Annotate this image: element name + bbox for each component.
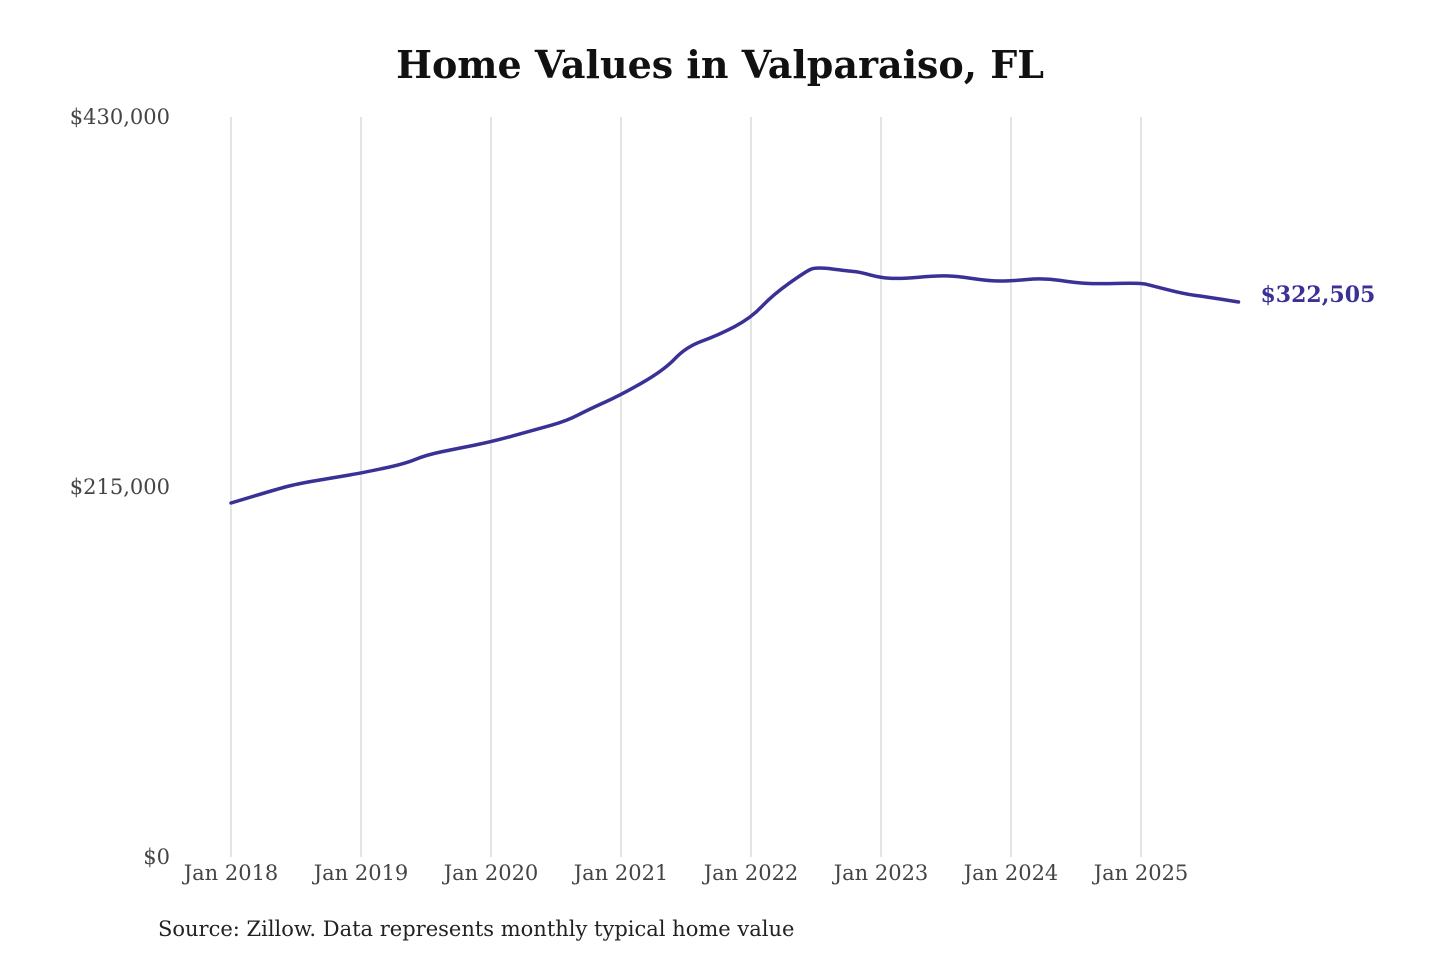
y-tick-label: $215,000 (70, 475, 170, 499)
series-line (229, 266, 1241, 505)
x-tick-label: Jan 2021 (572, 861, 669, 885)
source-note: Source: Zillow. Data represents monthly … (158, 917, 795, 941)
x-tick-label: Jan 2020 (442, 861, 539, 885)
x-tick-label: Jan 2024 (962, 861, 1059, 885)
end-value-label: $322,505 (1261, 282, 1376, 308)
x-tick-label: Jan 2022 (702, 861, 799, 885)
y-tick-label: $0 (143, 845, 170, 869)
chart-title: Home Values in Valparaiso, FL (396, 42, 1044, 87)
x-tick-label: Jan 2019 (312, 861, 409, 885)
x-tick-label: Jan 2023 (832, 861, 929, 885)
x-tick-label: Jan 2018 (182, 861, 279, 885)
x-tick-label: Jan 2025 (1092, 861, 1189, 885)
y-tick-label: $430,000 (70, 105, 170, 129)
